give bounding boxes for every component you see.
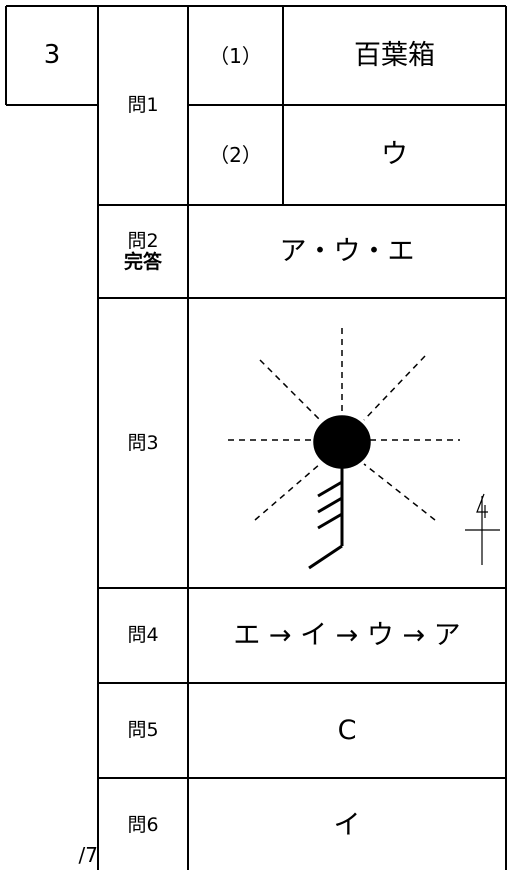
question-label: 問3 <box>127 431 159 454</box>
section-number: 3 <box>43 40 61 71</box>
weather-symbol <box>228 328 500 570</box>
answer: エ → イ → ウ → ア <box>233 619 461 651</box>
part-number: （2） <box>209 143 262 167</box>
question-label: 問6 <box>127 814 159 837</box>
answer: ウ <box>381 139 408 171</box>
question-label-cell: 問2 完答 <box>98 205 188 298</box>
answer: イ <box>333 809 361 841</box>
question-note: 完答 <box>123 250 162 273</box>
answer: C <box>337 714 357 746</box>
part-number: （1） <box>209 43 262 68</box>
answer: 百葉箱 <box>354 39 435 71</box>
question-label: 問4 <box>127 624 159 647</box>
score: /7 <box>78 843 98 867</box>
question-label: 問2 <box>127 229 159 252</box>
question-label: 問5 <box>127 719 159 742</box>
answer: ア・ウ・エ <box>279 235 415 267</box>
question-label: 問1 <box>127 94 159 117</box>
